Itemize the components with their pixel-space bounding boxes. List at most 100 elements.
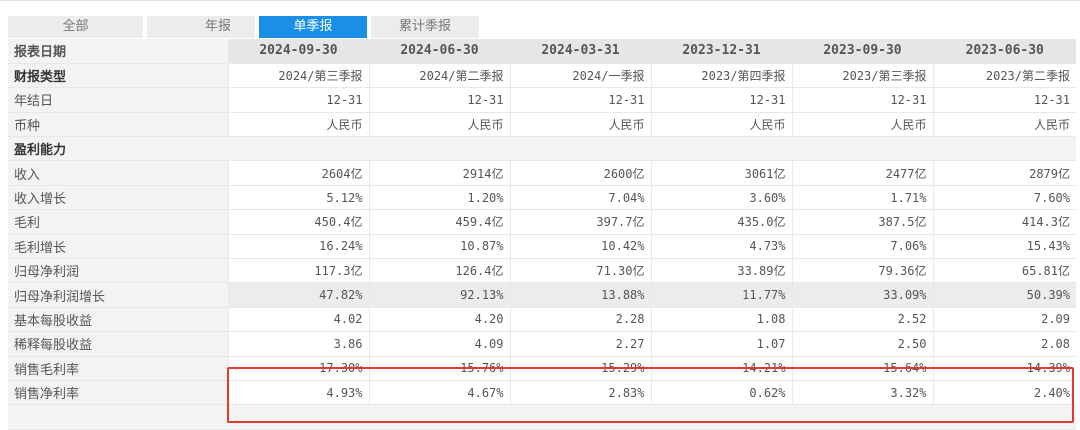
cell: 14.21% <box>650 356 792 381</box>
tab-single-quarter[interactable]: 单季报 <box>259 16 367 38</box>
cell: 12-31 <box>932 87 1076 113</box>
cell: 12-31 <box>227 87 369 113</box>
table-row: 归母净利润 117.3亿 126.4亿 71.30亿 33.89亿 79.36亿… <box>8 258 1076 284</box>
tab-annual[interactable]: 年报 <box>147 16 255 38</box>
row-label: 稀释每股收益 <box>8 331 228 357</box>
cell: 2.27 <box>509 331 651 357</box>
header-date: 2023-12-31 <box>650 39 792 64</box>
cell: 2914亿 <box>368 160 510 186</box>
cell: 2.28 <box>509 307 651 333</box>
table-row: 毛利 450.4亿 459.4亿 397.7亿 435.0亿 387.5亿 41… <box>8 209 1076 235</box>
cell: 79.36亿 <box>791 258 933 284</box>
cell: 11.77% <box>650 282 792 308</box>
table-row: 收入 2604亿 2914亿 2600亿 3061亿 2477亿 2879亿 <box>8 160 1076 186</box>
cell: 126.4亿 <box>368 258 510 284</box>
cell: 459.4亿 <box>368 209 510 235</box>
table-row: 财报类型 2024/第三季报 2024/第二季报 2024/一季报 2023/第… <box>8 63 1076 89</box>
cell: 2023/第四季报 <box>650 63 792 89</box>
table-row: 币种 人民币 人民币 人民币 人民币 人民币 人民币 <box>8 112 1076 138</box>
section-label-cutoff <box>8 404 228 430</box>
cell: 0.62% <box>650 380 792 406</box>
cell: 2.83% <box>509 380 651 406</box>
table-row: 归母净利润增长 47.82% 92.13% 13.88% 11.77% 33.0… <box>8 282 1076 308</box>
cell: 14.39% <box>932 356 1076 381</box>
cell: 397.7亿 <box>509 209 651 235</box>
cell: 2024/第三季报 <box>227 63 369 89</box>
cell: 2.50 <box>791 331 933 357</box>
cell: 117.3亿 <box>227 258 369 284</box>
row-label: 年结日 <box>8 87 228 113</box>
row-label: 归母净利润 <box>8 258 228 284</box>
row-label: 基本每股收益 <box>8 307 228 333</box>
top-divider <box>0 0 1080 1</box>
financial-indicators-table: 报表日期 2024-09-30 2024-06-30 2024-03-31 20… <box>8 39 1076 430</box>
cell: 1.71% <box>791 185 933 211</box>
cell: 2024/第二季报 <box>368 63 510 89</box>
cell: 65.81亿 <box>932 258 1076 284</box>
section-row-partial <box>8 404 1076 430</box>
cell: 4.20 <box>368 307 510 333</box>
cell: 2023/第三季报 <box>791 63 933 89</box>
cell: 1.08 <box>650 307 792 333</box>
cell: 3.32% <box>791 380 933 406</box>
cell: 2023/第二季报 <box>932 63 1076 89</box>
header-date: 2023-09-30 <box>791 39 933 64</box>
row-label: 归母净利润增长 <box>8 282 228 308</box>
cell: 2024/一季报 <box>509 63 651 89</box>
header-date: 2024-06-30 <box>368 39 510 64</box>
cell: 4.93% <box>227 380 369 406</box>
row-label: 收入增长 <box>8 185 228 211</box>
cell: 2600亿 <box>509 160 651 186</box>
cell: 人民币 <box>932 112 1076 138</box>
cell: 人民币 <box>509 112 651 138</box>
cell: 人民币 <box>791 112 933 138</box>
cell: 7.60% <box>932 185 1076 211</box>
cell: 人民币 <box>368 112 510 138</box>
table-row: 基本每股收益 4.02 4.20 2.28 1.08 2.52 2.09 <box>8 307 1076 333</box>
cell: 7.06% <box>791 234 933 260</box>
cell: 人民币 <box>227 112 369 138</box>
cell: 4.67% <box>368 380 510 406</box>
header-date: 2024-03-31 <box>509 39 651 64</box>
cell: 33.89亿 <box>650 258 792 284</box>
row-label: 毛利 <box>8 209 228 235</box>
section-filler <box>228 404 1076 430</box>
cell: 2477亿 <box>791 160 933 186</box>
cell: 50.39% <box>932 282 1076 308</box>
cell: 2.08 <box>932 331 1076 357</box>
cell: 5.12% <box>227 185 369 211</box>
cell: 33.09% <box>791 282 933 308</box>
section-row: 盈利能力 <box>8 136 1076 162</box>
cell: 414.3亿 <box>932 209 1076 235</box>
cell: 15.76% <box>368 356 510 381</box>
table-row: 销售净利率 4.93% 4.67% 2.83% 0.62% 3.32% 2.40… <box>8 380 1076 406</box>
cell: 1.07 <box>650 331 792 357</box>
cell: 3.86 <box>227 331 369 357</box>
table-row: 毛利增长 16.24% 10.87% 10.42% 4.73% 7.06% 15… <box>8 234 1076 260</box>
cell: 15.43% <box>932 234 1076 260</box>
table-row: 稀释每股收益 3.86 4.09 2.27 1.07 2.50 2.08 <box>8 331 1076 357</box>
cell: 3.60% <box>650 185 792 211</box>
section-label: 盈利能力 <box>8 136 228 162</box>
table-header-row: 报表日期 2024-09-30 2024-06-30 2024-03-31 20… <box>8 39 1076 64</box>
row-label: 毛利增长 <box>8 234 228 260</box>
cell: 10.42% <box>509 234 651 260</box>
cell: 15.64% <box>791 356 933 381</box>
cell: 7.04% <box>509 185 651 211</box>
table-row: 销售毛利率 17.30% 15.76% 15.29% 14.21% 15.64%… <box>8 356 1076 381</box>
header-label: 报表日期 <box>8 39 228 64</box>
cell: 1.20% <box>368 185 510 211</box>
cell: 13.88% <box>509 282 651 308</box>
header-date: 2024-09-30 <box>227 39 369 64</box>
cell: 16.24% <box>227 234 369 260</box>
cell: 4.09 <box>368 331 510 357</box>
cell: 4.02 <box>227 307 369 333</box>
cell: 47.82% <box>227 282 369 308</box>
cell: 71.30亿 <box>509 258 651 284</box>
tab-all[interactable]: 全部 <box>8 16 143 38</box>
cell: 387.5亿 <box>791 209 933 235</box>
cell: 2604亿 <box>227 160 369 186</box>
tab-cumulative-quarter[interactable]: 累计季报 <box>371 16 479 38</box>
cell: 435.0亿 <box>650 209 792 235</box>
cell: 人民币 <box>650 112 792 138</box>
